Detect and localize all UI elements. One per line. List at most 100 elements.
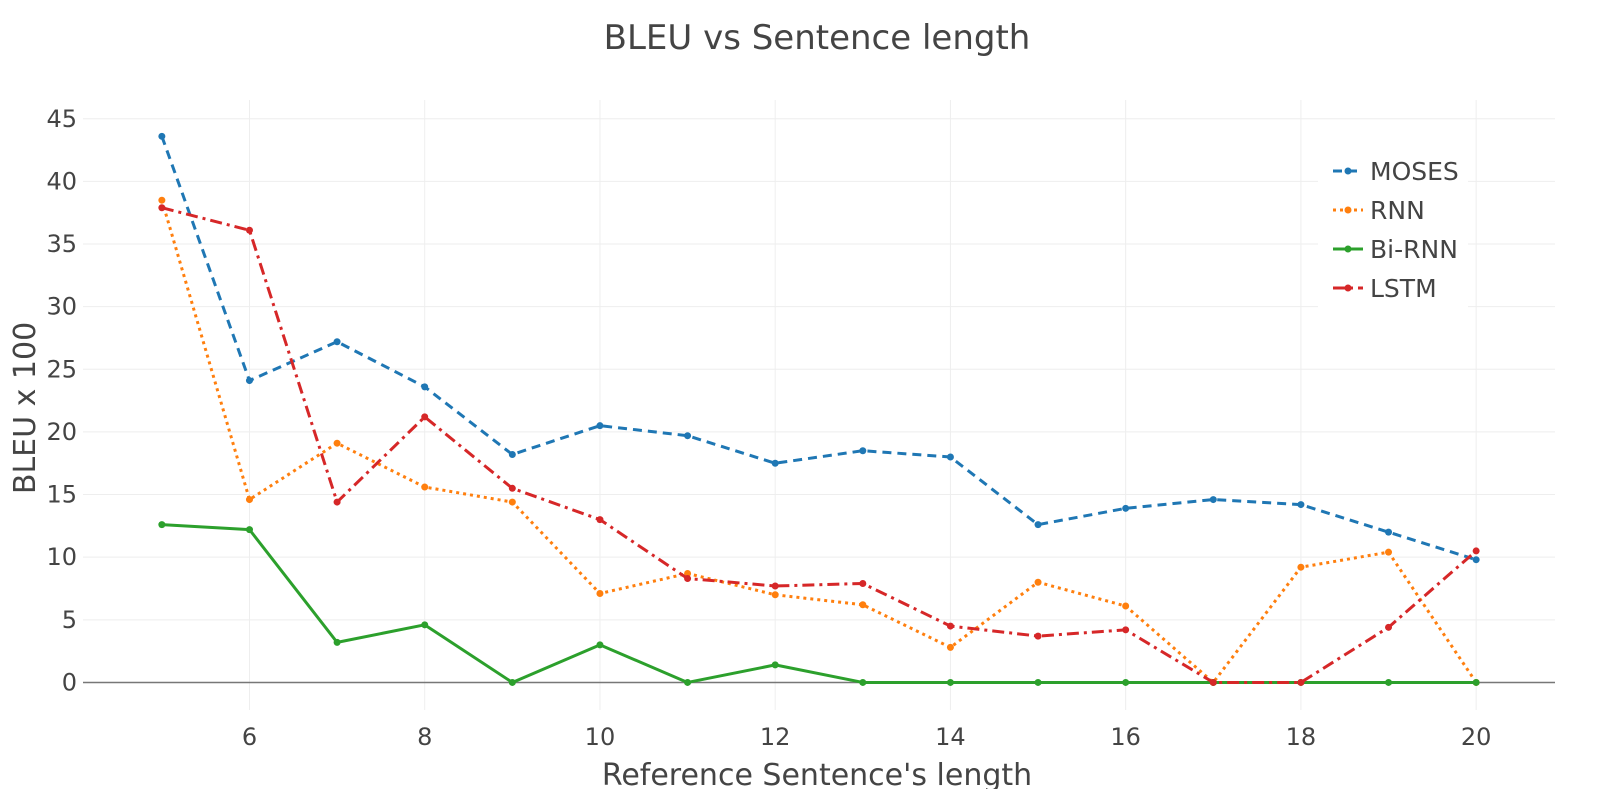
data-point-lstm	[421, 413, 429, 421]
y-axis-ticks: 0 5 10 15 20 25 30 35 40 45	[46, 105, 77, 697]
data-point-lstm	[333, 498, 341, 506]
data-point-moses	[1472, 556, 1480, 564]
data-point-bi-rnn	[684, 678, 692, 686]
x-tick-label: 14	[935, 723, 966, 751]
y-tick-label: 0	[62, 668, 77, 696]
data-point-bi-rnn	[771, 661, 779, 669]
data-point-rnn	[508, 498, 516, 506]
series-moses	[158, 132, 1480, 564]
data-point-lstm	[684, 574, 692, 582]
data-point-lstm	[771, 582, 779, 590]
data-point-bi-rnn	[245, 526, 253, 534]
legend-label-rnn: RNN	[1370, 196, 1425, 225]
data-point-lstm	[1472, 547, 1480, 555]
data-point-bi-rnn	[596, 641, 604, 649]
data-point-lstm	[859, 579, 867, 587]
data-point-lstm	[508, 484, 516, 492]
data-point-rnn	[1034, 578, 1042, 586]
data-point-bi-rnn	[946, 678, 954, 686]
y-tick-label: 30	[46, 293, 77, 321]
data-point-moses	[946, 453, 954, 461]
y-axis-title: BLEU x 100	[8, 322, 43, 494]
data-point-moses	[1209, 496, 1217, 504]
legend-item-rnn: RNN	[1333, 196, 1425, 225]
data-point-rnn	[1122, 602, 1130, 610]
data-point-moses	[684, 432, 692, 440]
data-point-lstm	[158, 204, 166, 212]
data-point-lstm	[596, 516, 604, 524]
legend-label-bi-rnn: Bi-RNN	[1370, 235, 1458, 264]
legend-marker-moses	[1344, 167, 1352, 175]
data-point-bi-rnn	[333, 638, 341, 646]
data-point-lstm	[1297, 678, 1305, 686]
data-point-rnn	[859, 601, 867, 609]
data-point-lstm	[1122, 626, 1130, 634]
x-axis-ticks: 6 8 10 12 14 16 18 20	[242, 723, 1492, 751]
y-tick-label: 25	[46, 355, 77, 383]
data-point-moses	[1385, 528, 1393, 536]
legend-marker-lstm	[1344, 284, 1352, 292]
data-point-lstm	[1034, 632, 1042, 640]
legend-item-bi-rnn: Bi-RNN	[1333, 235, 1458, 264]
data-point-rnn	[596, 590, 604, 598]
data-point-rnn	[1297, 563, 1305, 571]
data-point-bi-rnn	[1034, 678, 1042, 686]
x-tick-label: 12	[760, 723, 791, 751]
series-lstm	[158, 204, 1480, 686]
data-point-moses	[1122, 504, 1130, 512]
data-point-moses	[508, 450, 516, 458]
data-point-bi-rnn	[859, 678, 867, 686]
y-tick-label: 45	[46, 105, 77, 133]
legend-background	[1318, 145, 1468, 310]
data-point-rnn	[771, 591, 779, 599]
x-tick-label: 18	[1286, 723, 1317, 751]
data-point-lstm	[1209, 678, 1217, 686]
x-axis-title: Reference Sentence's length	[602, 758, 1032, 789]
data-point-rnn	[946, 643, 954, 651]
data-point-moses	[158, 132, 166, 140]
y-tick-label: 20	[46, 418, 77, 446]
legend-marker-rnn	[1344, 206, 1352, 214]
data-point-moses	[245, 377, 253, 385]
series-line-lstm	[161, 206, 1478, 684]
data-point-bi-rnn	[508, 678, 516, 686]
data-point-bi-rnn	[1122, 678, 1130, 686]
series-line-rnn	[160, 199, 1478, 684]
y-tick-label: 40	[46, 167, 77, 195]
y-tick-label: 15	[46, 481, 77, 509]
legend-marker-bi-rnn	[1344, 245, 1352, 253]
series-group	[158, 132, 1480, 686]
data-point-moses	[333, 338, 341, 346]
data-point-rnn	[245, 496, 253, 504]
legend-label-moses: MOSES	[1370, 157, 1459, 186]
data-point-moses	[1297, 501, 1305, 509]
data-point-moses	[596, 422, 604, 430]
x-tick-label: 16	[1110, 723, 1141, 751]
y-tick-label: 5	[62, 606, 77, 634]
x-tick-label: 20	[1461, 723, 1492, 751]
data-point-lstm	[245, 226, 253, 234]
data-point-bi-rnn	[158, 521, 166, 529]
legend-item-moses: MOSES	[1333, 157, 1459, 186]
chart-title: BLEU vs Sentence length	[604, 18, 1031, 58]
data-point-rnn	[158, 196, 166, 204]
data-point-moses	[421, 383, 429, 391]
data-point-lstm	[1385, 623, 1393, 631]
legend-item-lstm: LSTM	[1333, 274, 1437, 303]
data-point-bi-rnn	[421, 621, 429, 629]
data-point-moses	[1034, 521, 1042, 529]
data-point-bi-rnn	[1472, 678, 1480, 686]
x-tick-label: 8	[417, 723, 432, 751]
data-point-moses	[771, 459, 779, 467]
data-point-bi-rnn	[1385, 678, 1393, 686]
grid	[83, 100, 1555, 710]
data-point-rnn	[684, 569, 692, 577]
y-tick-label: 10	[46, 543, 77, 571]
y-tick-label: 35	[46, 230, 77, 258]
data-point-rnn	[1385, 548, 1393, 556]
legend-label-lstm: LSTM	[1370, 274, 1437, 303]
data-point-rnn	[333, 439, 341, 447]
data-point-moses	[859, 447, 867, 455]
